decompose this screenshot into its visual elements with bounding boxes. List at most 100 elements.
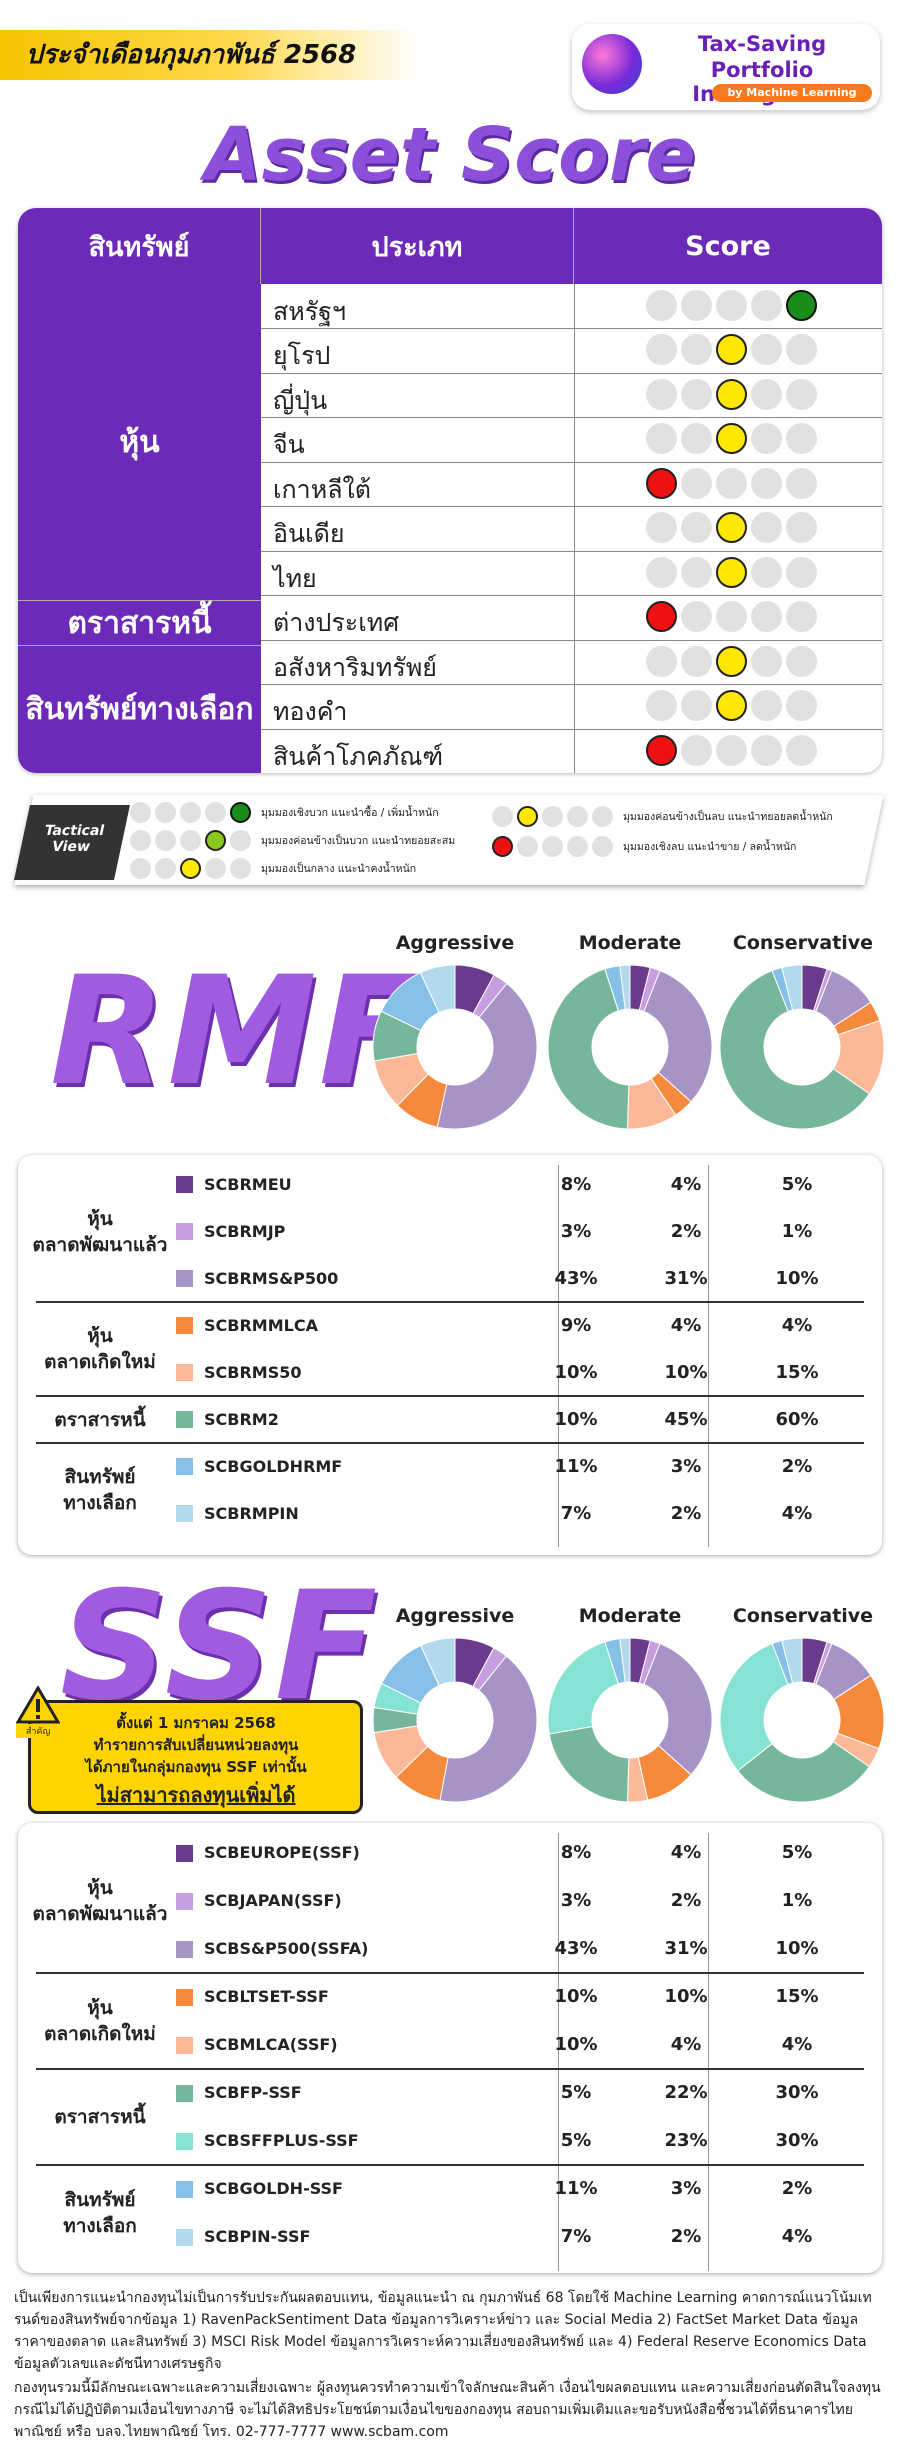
disclaimer-text: เป็นเพียงการแนะนำกองทุนไม่เป็นการรับประก… <box>14 2290 872 2372</box>
ssf-fund-swatch <box>176 2084 193 2102</box>
score-dot <box>681 690 712 722</box>
ssf-slice-scbsp500ssfa-moderate <box>643 1642 713 1776</box>
score-dot <box>716 556 747 588</box>
rmf-slice-scbrmsp500-aggressive <box>436 982 538 1130</box>
ssf-allocation-aggressive: 5% <box>560 2082 592 2103</box>
score-dot <box>681 556 712 588</box>
score-dot <box>716 378 747 410</box>
rmf-allocation-conservative: 15% <box>775 1361 819 1383</box>
legend-dot <box>517 836 538 857</box>
rmf-fund-swatch <box>176 1458 193 1475</box>
rmf-allocation-conservative: 1% <box>781 1220 813 1242</box>
ssf-allocation-moderate: 10% <box>664 1986 708 2007</box>
rmf-fund-name: SCBRMS50 <box>204 1362 302 1382</box>
ssf-allocation-moderate: 3% <box>670 2178 702 2199</box>
rmf-slice-scbrmsp500-moderate <box>643 969 713 1103</box>
asset-type-0: สหรัฐฯ <box>273 297 346 326</box>
rmf-fund-swatch <box>176 1411 193 1428</box>
score-dots <box>646 378 817 410</box>
warning-line2: ทำรายการสับเปลี่ยนหน่วยลงทุน <box>93 1736 299 1754</box>
ssf-fund-name: SCBLTSET-SSF <box>204 1987 329 2006</box>
score-dot <box>716 601 747 633</box>
score-dot <box>716 512 747 544</box>
rmf-slice-scbrmpin-moderate <box>619 964 631 1010</box>
ssf-allocation-moderate: 23% <box>664 2130 708 2151</box>
asset-score-table: สินทรัพย์ ประเภท Score หุ้น ตราสารหนี้ ส… <box>18 208 882 773</box>
ssf-allocation-conservative: 30% <box>775 2130 819 2151</box>
ssf-fund-name: SCBS&P500(SSFA) <box>204 1939 369 1958</box>
rmf-fund-name: SCBGOLDHRMF <box>204 1456 343 1476</box>
rmf-allocation-moderate: 4% <box>670 1314 702 1336</box>
ssf-slice-scbfpssf-conservative <box>736 1740 871 1803</box>
rmf-fund-name: SCBRMMLCA <box>204 1315 318 1335</box>
score-dot <box>786 556 817 588</box>
legend-text: มุมมองค่อนข้างเป็นบวก แนะนำทยอยสะสม <box>261 835 456 847</box>
score-dots <box>646 512 817 544</box>
ssf-fund-name: SCBFP-SSF <box>204 2083 302 2102</box>
rmf-allocation-moderate: 2% <box>670 1220 702 1242</box>
score-dots <box>646 290 817 321</box>
ssf-fund-name: SCBMLCA(SSF) <box>204 2035 338 2054</box>
legend-item: มุมมองเป็นกลาง แนะนำคงน้ำหนัก <box>130 858 416 879</box>
score-dot <box>786 334 817 366</box>
legend-text: มุมมองเป็นกลาง แนะนำคงน้ำหนัก <box>261 863 417 875</box>
asset-type-2: ญี่ปุ่น <box>273 385 328 415</box>
score-dot <box>751 512 782 544</box>
score-dot <box>716 690 747 722</box>
ssf-allocation-conservative: 10% <box>775 1938 819 1959</box>
score-dot <box>751 556 782 588</box>
rmf-fund-swatch <box>176 1505 193 1522</box>
legend-text: มุมมองค่อนข้างเป็นลบ แนะนำทยอยลดน้ำหนัก <box>623 811 833 823</box>
rmf-col-conservative: Conservative <box>732 932 874 954</box>
ssf-slice-scbpinssf-aggressive <box>420 1637 456 1687</box>
ssf-slice-scbpinssf-moderate <box>619 1637 631 1683</box>
asset-type-10: สินค้าโภคภัณฑ์ <box>273 741 444 771</box>
legend-dot <box>230 830 251 851</box>
score-dots <box>646 601 817 633</box>
ssf-group-label: สินทรัพย์ ทางเลือก <box>63 2189 137 2237</box>
legend-item: มุมมองเชิงบวก แนะนำซื้อ / เพิ่มน้ำหนัก <box>130 802 439 823</box>
group-alternative: สินทรัพย์ทางเลือก <box>18 646 261 773</box>
rmf-allocation-moderate: 3% <box>670 1455 702 1477</box>
rmf-group-label: สินทรัพย์ ทางเลือก <box>63 1466 137 1514</box>
ssf-fund-swatch <box>176 2132 193 2150</box>
score-dot <box>681 601 712 633</box>
rmf-fund-swatch <box>176 1176 193 1193</box>
ssf-allocation-moderate: 2% <box>670 1890 702 1911</box>
rmf-allocation-conservative: 4% <box>781 1314 813 1336</box>
legend-text: มุมมองเชิงลบ แนะนำขาย / ลดน้ำหนัก <box>623 841 797 853</box>
warning-icon: สำคัญ <box>15 1685 61 1738</box>
ssf-donut-charts <box>372 1637 885 1803</box>
legend-dot <box>180 802 201 823</box>
score-dots <box>646 734 817 766</box>
ssf-slice-scbsffplusssf-conservative <box>719 1642 789 1772</box>
ssf-fund-name: SCBSFFPLUS-SSF <box>204 2131 359 2150</box>
legend-dot <box>567 806 588 827</box>
warning-line3: ได้ภายในกลุ่มกองทุน SSF เท่านั้น <box>85 1758 307 1776</box>
ssf-group-label: หุ้น ตลาดเกิดใหม่ <box>44 1997 156 2045</box>
legend-dot <box>130 830 151 851</box>
rmf-fund-name: SCBRM2 <box>204 1409 279 1429</box>
legend-item: มุมมองค่อนข้างเป็นลบ แนะนำทยอยลดน้ำหนัก <box>492 806 833 827</box>
score-dots <box>646 556 817 588</box>
ssf-allocation-aggressive: 8% <box>560 1842 592 1863</box>
ssf-fund-swatch <box>176 1940 193 1958</box>
ssf-warning-box: ตั้งแต่ 1 มกราคม 2568 ทำรายการสับเปลี่ยน… <box>28 1700 363 1814</box>
ssf-allocation-conservative: 5% <box>781 1842 813 1863</box>
score-dot <box>751 734 782 766</box>
ssf-allocation-aggressive: 43% <box>554 1938 598 1959</box>
ssf-allocation-conservative: 15% <box>775 1986 819 2007</box>
score-dot <box>786 512 817 544</box>
asset-type-4: เกาหลีใต้ <box>273 474 371 504</box>
ssf-group-label: ตราสารหนี้ <box>54 2106 146 2128</box>
score-dots <box>646 423 817 455</box>
score-dot <box>786 290 817 321</box>
legend-dot <box>230 802 251 823</box>
rmf-group-label: หุ้น ตลาดพัฒนาแล้ว <box>32 1207 168 1256</box>
ssf-allocation-conservative: 30% <box>775 2082 819 2103</box>
legend-dot <box>180 830 201 851</box>
score-dot <box>681 512 712 544</box>
rmf-allocation-aggressive: 8% <box>560 1173 592 1195</box>
brain-icon <box>582 34 642 94</box>
rmf-allocation-aggressive: 10% <box>554 1361 598 1383</box>
